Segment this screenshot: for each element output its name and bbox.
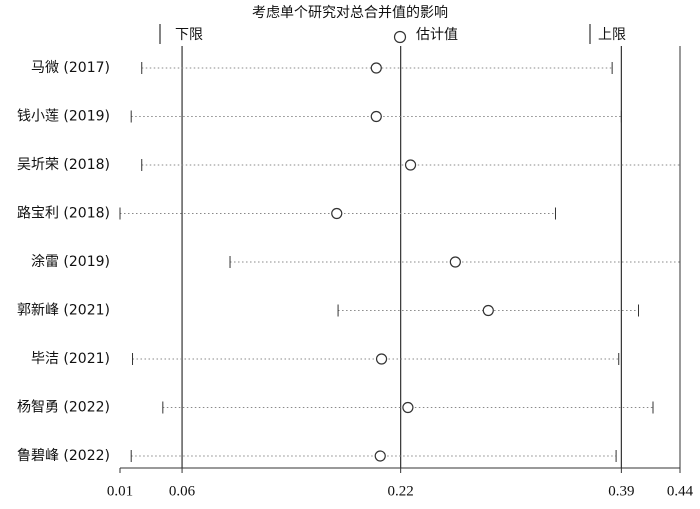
y-tick-label: 杨智勇 (2022)	[17, 400, 110, 416]
x-tick-label: 0.39	[608, 483, 634, 499]
y-tick-label: 路宝利 (2018)	[17, 206, 110, 222]
estimate-point	[402, 401, 414, 414]
y-tick-label: 毕洁 (2021)	[31, 351, 110, 367]
estimate-point	[374, 450, 386, 462]
estimate-point	[375, 353, 388, 365]
estimate-point	[482, 304, 494, 317]
legend-upper: 上限	[598, 27, 626, 43]
y-tick-label: 吴圻荣 (2018)	[17, 157, 110, 173]
y-tick-label: 钱小莲 (2019)	[17, 109, 110, 125]
legend-estimate-symbol	[393, 30, 407, 44]
x-tick-label: 0.01	[107, 483, 133, 499]
estimate-point	[404, 159, 417, 171]
y-tick-label: 涂雷 (2019)	[31, 254, 110, 270]
chart-title: 考虑单个研究对总合并值的影响	[252, 5, 448, 21]
estimate-point	[331, 207, 343, 220]
estimate-point	[449, 256, 461, 268]
estimate-point	[370, 62, 382, 74]
y-tick-label: 鲁碧峰 (2022)	[17, 448, 110, 464]
y-tick-label: 马微 (2017)	[31, 60, 110, 76]
estimate-point	[370, 110, 382, 123]
x-tick-label: 0.06	[169, 483, 196, 499]
x-tick-label: 0.22	[388, 483, 414, 499]
legend-estimate: 估计值	[416, 27, 458, 43]
y-tick-label: 郭新峰 (2021)	[17, 302, 110, 319]
legend-lower: 下限	[175, 27, 203, 43]
x-tick-label: 0.44	[667, 483, 694, 499]
